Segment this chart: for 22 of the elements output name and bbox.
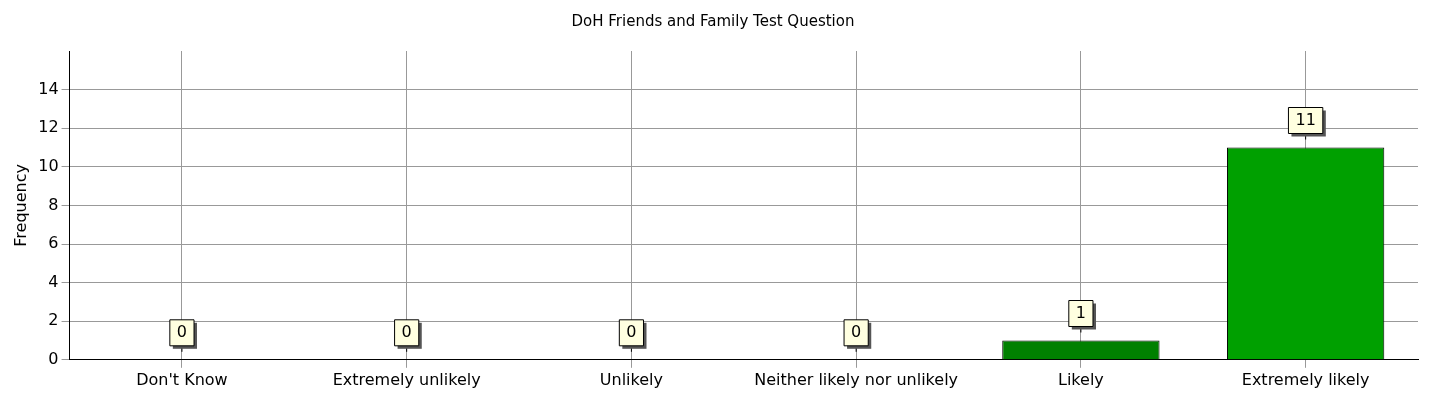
data-label: 0 (851, 321, 862, 341)
x-tick-label: Likely (1057, 369, 1104, 389)
data-label: 0 (626, 321, 637, 341)
data-label: 1 (1075, 302, 1086, 322)
chart-title: DoH Friends and Family Test Question (571, 11, 855, 30)
x-tick-label: Extremely unlikely (332, 369, 481, 389)
y-tick-label: 0 (48, 348, 59, 368)
x-tick-label: Don't Know (136, 369, 228, 389)
x-tick-label: Extremely likely (1241, 369, 1370, 389)
y-axis-title: Frequency (10, 164, 30, 247)
data-label: 11 (1295, 109, 1316, 129)
y-tick-label: 4 (48, 271, 59, 291)
y-tick-label: 10 (38, 155, 59, 175)
data-label: 0 (176, 321, 188, 341)
data-label: 0 (401, 321, 412, 341)
x-tick-label: Neither likely nor unlikely (754, 369, 959, 389)
y-tick-label: 6 (48, 233, 59, 253)
y-tick-label: 8 (48, 194, 59, 214)
y-tick-label: 14 (38, 78, 59, 98)
x-tick-label: Unlikely (599, 369, 664, 389)
y-tick-label: 2 (48, 310, 59, 330)
y-tick-label: 12 (38, 117, 59, 137)
